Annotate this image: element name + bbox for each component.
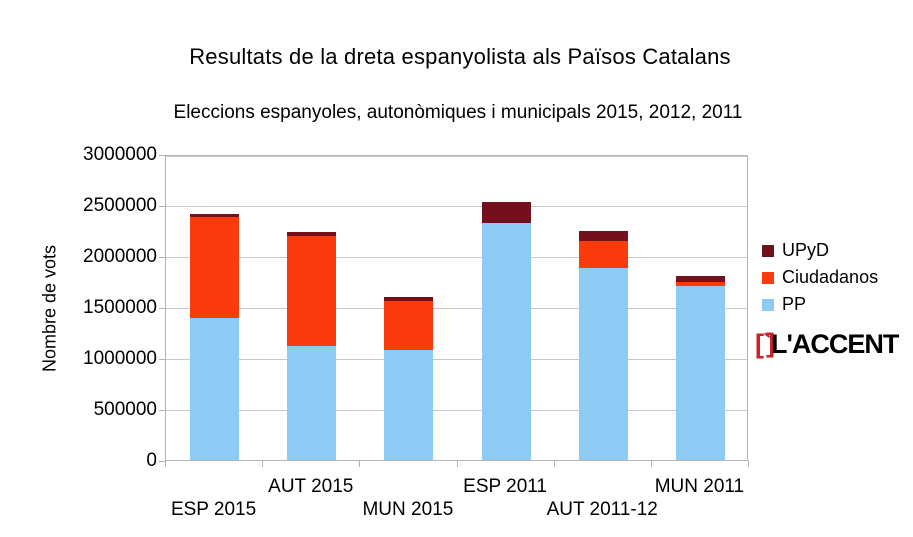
bar-mun-2015 <box>384 296 434 460</box>
bar-segment-upyd <box>481 201 531 224</box>
y-tick-mark <box>159 461 165 462</box>
chart-subtitle: Eleccions espanyoles, autonòmiques i mun… <box>173 102 743 123</box>
legend-label: Ciudadanos <box>782 267 879 287</box>
bar-segment-pp <box>287 345 337 460</box>
y-tick-mark <box>159 206 165 207</box>
x-axis-label: AUT 2015 <box>268 476 354 497</box>
y-tick-mark <box>159 257 165 258</box>
gridline <box>166 410 747 411</box>
legend-label: UPyD <box>782 240 830 260</box>
legend-item-upyd: UPyD <box>762 237 878 264</box>
legend: UPyD Ciudadanos PP <box>762 237 878 318</box>
gridline <box>166 359 747 360</box>
bar-segment-pp <box>384 349 434 460</box>
x-tick-mark <box>359 461 361 467</box>
laccent-logo: [`] L'ACCENT <box>755 328 899 360</box>
legend-swatch-pp <box>762 298 774 311</box>
bar-aut-2015 <box>287 231 337 460</box>
x-tick-mark <box>748 461 749 467</box>
bar-segment-pp <box>190 318 240 460</box>
y-tick-mark <box>159 410 165 411</box>
bar-segment-ciudadanos <box>190 217 240 319</box>
bar-segment-upyd <box>675 276 725 282</box>
bar-aut-2011-12 <box>578 230 628 460</box>
logo-close-bracket: ] <box>765 328 775 358</box>
bar-segment-upyd <box>190 214 240 218</box>
legend-swatch-upyd <box>762 244 774 257</box>
bar-mun-2011 <box>675 276 725 460</box>
x-tick-mark <box>165 461 166 467</box>
bar-segment-ciudadanos <box>578 240 628 269</box>
bar-segment-ciudadanos <box>384 300 434 350</box>
gridline <box>166 257 747 258</box>
bar-esp-2011 <box>481 201 531 460</box>
x-tick-mark <box>650 461 652 467</box>
y-tick-label: 3000000 <box>83 144 157 165</box>
logo-text: L'ACCENT <box>770 329 899 359</box>
legend-item-ciudadanos: Ciudadanos <box>762 264 878 291</box>
y-tick-label: 2500000 <box>83 195 157 216</box>
bar-segment-ciudadanos <box>675 281 725 286</box>
x-tick-mark <box>553 461 555 467</box>
plot-area <box>165 155 748 461</box>
bar-segment-pp <box>675 285 725 460</box>
legend-label: PP <box>782 294 807 314</box>
legend-item-pp: PP <box>762 291 878 318</box>
bar-segment-upyd <box>287 231 337 236</box>
x-axis-label: AUT 2011-12 <box>546 499 658 520</box>
y-tick-label: 1000000 <box>83 348 157 369</box>
y-tick-label: 1500000 <box>83 297 157 318</box>
chart-title: Resultats de la dreta espanyolista als P… <box>189 44 731 69</box>
y-tick-mark <box>159 308 165 309</box>
x-tick-mark <box>456 461 458 467</box>
bar-segment-pp <box>481 223 531 460</box>
bar-segment-upyd <box>384 296 434 301</box>
gridline <box>166 308 747 309</box>
gridline <box>166 156 747 157</box>
bar-segment-upyd <box>578 230 628 241</box>
y-tick-label: 2000000 <box>83 246 157 267</box>
x-axis-label: MUN 2011 <box>654 476 745 497</box>
gridline <box>166 206 747 207</box>
y-tick-mark <box>159 155 165 156</box>
bar-esp-2015 <box>190 214 240 460</box>
y-tick-label: 0 <box>146 450 157 471</box>
y-tick-label: 500000 <box>93 399 157 420</box>
bar-segment-ciudadanos <box>287 235 337 346</box>
x-axis-label: ESP 2011 <box>463 476 547 497</box>
logo-open-bracket: [` <box>755 329 772 359</box>
y-tick-mark <box>159 359 165 360</box>
legend-swatch-ciudadanos <box>762 271 774 284</box>
x-axis-label: ESP 2015 <box>170 499 257 520</box>
x-axis-label: MUN 2015 <box>362 499 454 520</box>
bar-segment-pp <box>578 268 628 460</box>
x-tick-mark <box>262 461 264 467</box>
